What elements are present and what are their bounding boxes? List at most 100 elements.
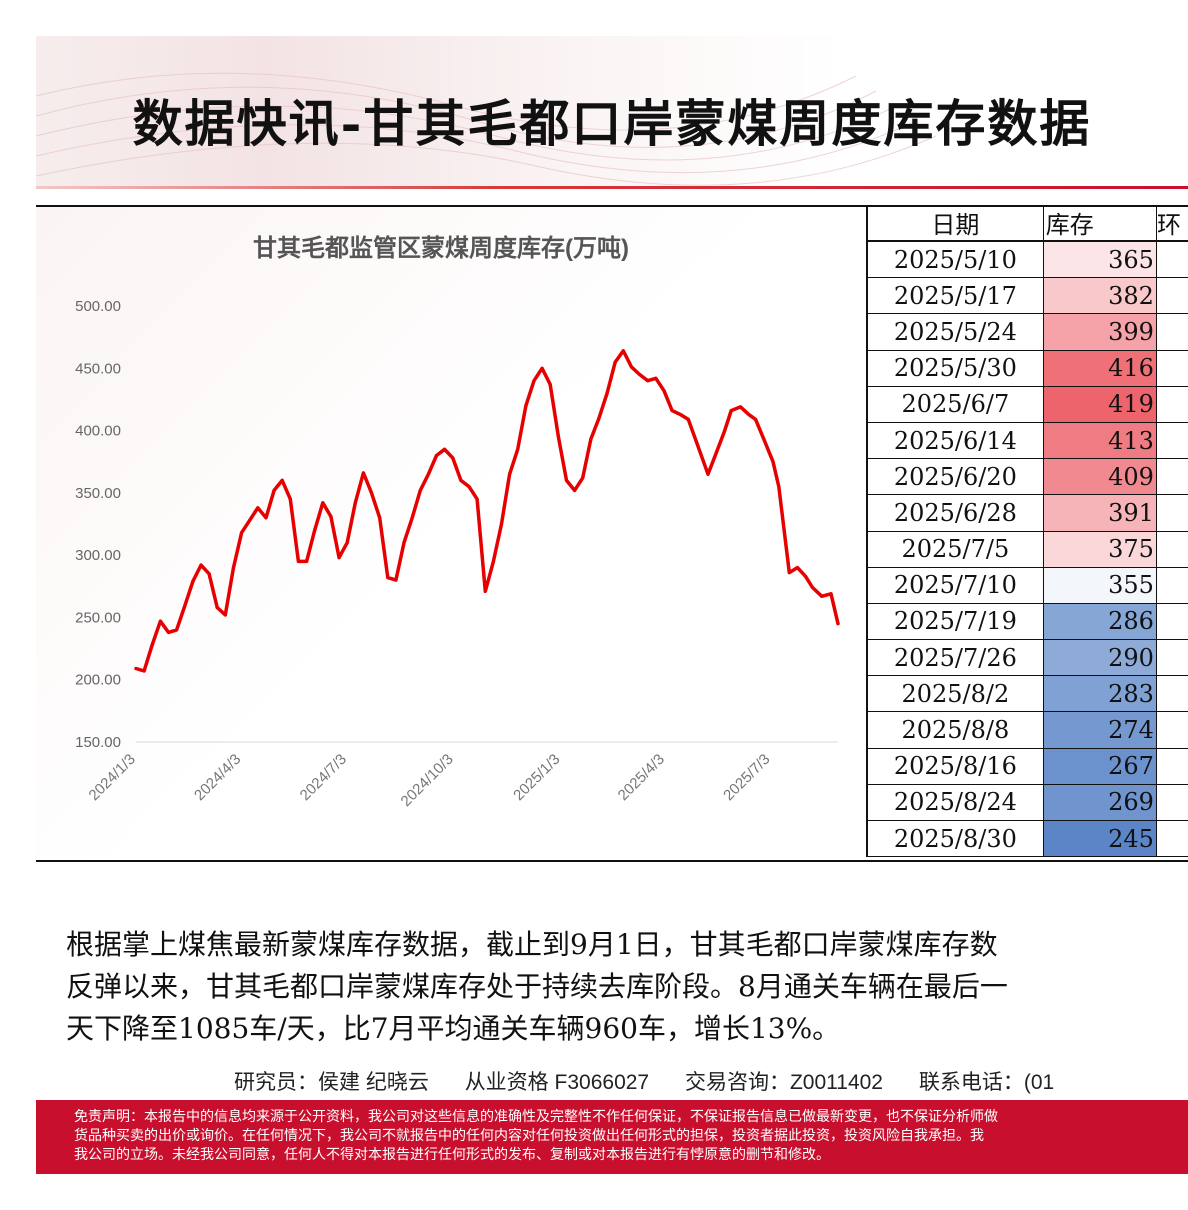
data-point	[678, 412, 682, 416]
researcher-label: 研究员：侯建 纪晓云	[234, 1071, 429, 1094]
cell-date: 2025/6/20	[865, 458, 1044, 496]
data-point	[754, 417, 758, 421]
cell-date: 2025/8/30	[865, 820, 1044, 858]
data-point	[418, 488, 422, 492]
data-point	[630, 365, 633, 369]
data-point	[142, 669, 146, 673]
table-row: 2025/8/30 245	[865, 820, 1188, 858]
cell-date: 2025/6/28	[865, 494, 1044, 532]
cell-inventory: 416	[1043, 350, 1157, 387]
table-row: 2025/5/17 382	[865, 277, 1188, 315]
chart-panel	[36, 207, 866, 860]
cell-date: 2025/8/8	[865, 711, 1044, 749]
data-point	[811, 586, 814, 589]
data-point	[134, 667, 138, 670]
data-point	[706, 472, 710, 476]
data-point	[714, 451, 718, 455]
cell-change	[1156, 820, 1188, 858]
data-point	[475, 497, 479, 501]
table-row: 2025/7/10 355	[865, 567, 1188, 604]
data-point	[313, 528, 317, 532]
cell-change	[1156, 458, 1188, 496]
cell-inventory: 355	[1043, 567, 1157, 604]
data-point	[345, 541, 349, 545]
data-point	[337, 556, 341, 560]
disclaimer-line: 我公司的立场。未经我公司同意，任何人不得对本报告进行任何形式的发布、复制或对本报…	[74, 1147, 830, 1163]
data-point	[739, 405, 742, 409]
y-tick-label: 500.00	[75, 298, 121, 315]
data-point	[597, 416, 601, 420]
table-row: 2025/5/30 416	[865, 350, 1188, 387]
x-tick-label: 2024/10/3	[398, 751, 457, 810]
cell-inventory: 286	[1043, 603, 1157, 641]
cell-inventory: 399	[1043, 313, 1157, 351]
data-point	[394, 578, 398, 582]
table-row: 2025/7/26 290	[865, 639, 1188, 677]
chart-title: 甘其毛都监管区蒙煤周度库存(万吨)	[253, 235, 629, 262]
title-divider	[36, 186, 1188, 189]
data-point	[820, 594, 824, 598]
data-point	[670, 409, 674, 413]
summary-line: 反弹以来，甘其毛都口岸蒙煤库存处于持续去库阶段。8月通关车辆在最后一	[66, 970, 1008, 1003]
data-point	[370, 491, 373, 495]
data-point	[223, 613, 227, 617]
data-point	[500, 522, 503, 526]
y-tick-label: 300.00	[75, 547, 121, 564]
cell-change	[1156, 241, 1188, 279]
header-background	[36, 36, 1188, 188]
data-point	[532, 379, 536, 383]
data-point	[305, 559, 309, 563]
data-point	[483, 589, 487, 593]
cell-inventory: 245	[1043, 820, 1157, 858]
data-point	[296, 559, 300, 563]
cell-date: 2025/5/30	[865, 350, 1044, 387]
data-point	[443, 447, 447, 451]
data-point	[829, 592, 833, 596]
x-tick-label: 2024/1/3	[86, 751, 139, 804]
x-tick-label: 2025/4/3	[615, 751, 668, 804]
data-point	[581, 476, 585, 480]
data-point	[272, 488, 276, 492]
cell-inventory: 409	[1043, 458, 1157, 496]
data-point	[353, 501, 357, 505]
data-point	[386, 576, 390, 580]
y-tick-label: 150.00	[75, 734, 121, 751]
data-point	[662, 389, 666, 393]
summary-line: 天下降至1085车/天，比7月平均通关车辆960车，增长13%。	[66, 1012, 841, 1045]
cell-date: 2025/6/7	[865, 386, 1044, 423]
x-tick-label: 2024/7/3	[297, 751, 350, 804]
inventory-line-chart: 500.00 450.00 400.00 350.00 300.00 250.00 200.…	[75, 298, 840, 810]
cell-inventory: 382	[1043, 277, 1157, 315]
table-header-row: 日期 库存 环	[865, 205, 1188, 242]
disclaimer-banner: 免责声明：本报告中的信息均来源于公开资料，我公司对这些信息的准确性及完整性不作任…	[36, 1100, 1188, 1174]
y-tick-label: 450.00	[75, 360, 121, 377]
table-row: 2025/5/24 399	[865, 313, 1188, 351]
table-row: 2025/8/2 283	[865, 675, 1188, 713]
data-point	[288, 497, 292, 501]
cell-change	[1156, 711, 1188, 749]
data-point	[361, 471, 365, 475]
data-point	[777, 485, 781, 489]
cell-date: 2025/5/24	[865, 313, 1044, 351]
table-row: 2025/8/8 274	[865, 711, 1188, 749]
x-tick-label: 2025/7/3	[720, 751, 773, 804]
cell-date: 2025/5/10	[865, 241, 1044, 279]
cell-change	[1156, 748, 1188, 785]
table-row: 2025/6/7 419	[865, 386, 1188, 423]
data-point	[722, 430, 726, 434]
data-point	[787, 571, 791, 575]
cell-change	[1156, 313, 1188, 351]
data-point	[573, 488, 577, 492]
data-point	[207, 572, 211, 576]
cell-inventory: 269	[1043, 784, 1157, 822]
data-point	[248, 518, 252, 522]
cell-inventory: 391	[1043, 494, 1157, 532]
data-point	[191, 579, 195, 583]
cell-date: 2025/5/17	[865, 277, 1044, 315]
data-point	[329, 515, 333, 518]
data-point	[654, 376, 658, 380]
data-point	[175, 628, 179, 632]
data-point	[508, 472, 512, 476]
cell-change	[1156, 422, 1188, 460]
phone-label: 联系电话：(01	[918, 1071, 1055, 1094]
